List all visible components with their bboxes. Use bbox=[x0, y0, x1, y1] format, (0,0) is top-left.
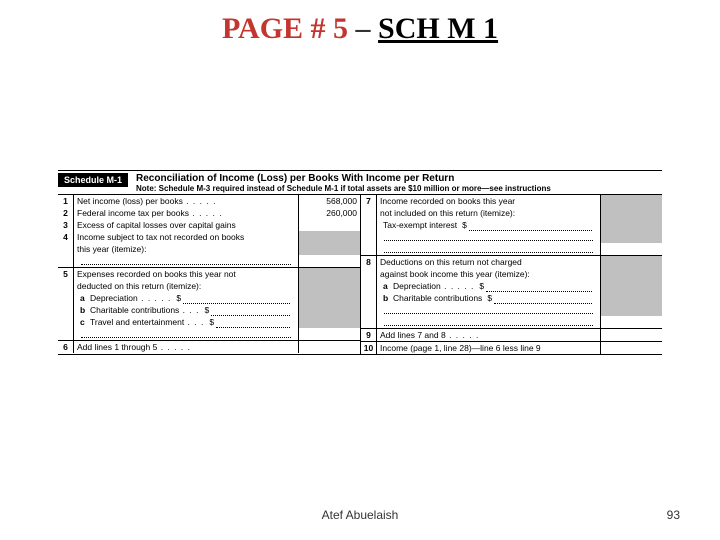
line-8b-num: b bbox=[383, 292, 393, 304]
line-5b-num: b bbox=[80, 304, 90, 316]
line-5a-num: a bbox=[80, 292, 90, 304]
line-8b-dollar: $ bbox=[485, 292, 494, 304]
line-1-label: Net income (loss) per books bbox=[77, 196, 216, 206]
line-4-label-a: Income subject to tax not recorded on bo… bbox=[74, 231, 298, 243]
title-left: PAGE # 5 bbox=[222, 12, 348, 45]
line-10-num: 10 bbox=[361, 342, 377, 354]
line-3-value bbox=[298, 219, 360, 231]
line-8b-label: Charitable contributions bbox=[393, 292, 485, 304]
line-7-label-b: not included on this return (itemize): bbox=[377, 207, 600, 219]
line-2-value: 260,000 bbox=[298, 207, 360, 219]
line-8-label-b: against book income this year (itemize): bbox=[377, 268, 600, 280]
line-7-itemize-blank-1 bbox=[384, 231, 593, 241]
line-5-value-blocked bbox=[298, 268, 360, 280]
line-4-num: 4 bbox=[58, 231, 74, 243]
line-7-value-blocked bbox=[600, 195, 662, 207]
schedule-header: Schedule M-1 Reconciliation of Income (L… bbox=[58, 170, 662, 194]
schedule-m1-form: Schedule M-1 Reconciliation of Income (L… bbox=[58, 170, 662, 355]
line-7-value bbox=[600, 243, 662, 255]
footer-page-number: 93 bbox=[667, 508, 680, 522]
line-8-value-blocked bbox=[600, 256, 662, 268]
line-8-num: 8 bbox=[361, 256, 377, 268]
line-8-value bbox=[600, 316, 662, 328]
line-3-num: 3 bbox=[58, 219, 74, 231]
line-4-value-blocked bbox=[298, 231, 360, 243]
line-5b-label: Charitable contributions bbox=[90, 304, 202, 316]
line-5a-label: Depreciation bbox=[90, 292, 174, 304]
line-8b-value bbox=[494, 292, 592, 304]
line-8a-num: a bbox=[383, 280, 393, 292]
line-1-value: 568,000 bbox=[298, 195, 360, 207]
schedule-badge: Schedule M-1 bbox=[58, 173, 128, 187]
line-7-itemize-blank-2 bbox=[384, 243, 593, 253]
title-dash: – bbox=[348, 12, 378, 45]
slide-title: PAGE # 5 – SCH M 1 bbox=[0, 0, 720, 46]
line-5-label-b: deducted on this return (itemize): bbox=[74, 280, 298, 292]
line-7-sub-value bbox=[469, 219, 592, 231]
line-5-value bbox=[298, 328, 360, 340]
line-2-label: Federal income tax per books bbox=[77, 208, 223, 218]
line-5-label-a: Expenses recorded on books this year not bbox=[74, 268, 298, 280]
line-5-itemize-blank bbox=[81, 328, 291, 338]
line-5-num: 5 bbox=[58, 268, 74, 280]
line-8-itemize-blank-1 bbox=[384, 304, 593, 314]
line-8a-label: Depreciation bbox=[393, 280, 477, 292]
line-4-itemize-blank bbox=[81, 255, 291, 265]
line-9-num: 9 bbox=[361, 329, 377, 341]
line-5c-label: Travel and entertainment bbox=[90, 316, 207, 328]
schedule-note: Note: Schedule M-3 required instead of S… bbox=[136, 184, 662, 193]
line-5a-value bbox=[183, 292, 290, 304]
line-5b-value bbox=[211, 304, 290, 316]
line-7-sub-dollar: $ bbox=[460, 219, 469, 231]
schedule-table: 1 Net income (loss) per books 568,000 2 … bbox=[58, 194, 662, 355]
line-5a-dollar: $ bbox=[174, 292, 183, 304]
line-5b-dollar: $ bbox=[202, 304, 211, 316]
line-5c-value bbox=[216, 316, 290, 328]
line-8a-value bbox=[486, 280, 592, 292]
line-8-label-a: Deductions on this return not charged bbox=[377, 256, 600, 268]
left-column: 1 Net income (loss) per books 568,000 2 … bbox=[58, 195, 360, 354]
schedule-heading: Reconciliation of Income (Loss) per Book… bbox=[136, 173, 662, 184]
footer-author: Atef Abuelaish bbox=[322, 508, 399, 522]
line-8a-dollar: $ bbox=[477, 280, 486, 292]
line-5c-dollar: $ bbox=[207, 316, 216, 328]
line-10-value bbox=[600, 342, 662, 354]
line-3-label: Excess of capital losses over capital ga… bbox=[77, 220, 236, 230]
line-8-itemize-blank-2 bbox=[384, 316, 593, 326]
line-6-value bbox=[298, 341, 360, 353]
line-6-label: Add lines 1 through 5 bbox=[77, 342, 191, 352]
line-1-num: 1 bbox=[58, 195, 74, 207]
line-9-value bbox=[600, 329, 662, 341]
line-7-sub-label: Tax-exempt interest bbox=[383, 219, 460, 231]
line-6-num: 6 bbox=[58, 341, 74, 353]
line-7-label-a: Income recorded on books this year bbox=[377, 195, 600, 207]
line-2-num: 2 bbox=[58, 207, 74, 219]
line-4-value bbox=[298, 255, 360, 267]
right-column: 7 Income recorded on books this year not… bbox=[360, 195, 662, 354]
line-4-label-b: this year (itemize): bbox=[74, 243, 298, 255]
title-right: SCH M 1 bbox=[378, 12, 498, 45]
line-7-num: 7 bbox=[361, 195, 377, 207]
line-10-label: Income (page 1, line 28)—line 6 less lin… bbox=[377, 342, 600, 354]
line-5c-num: c bbox=[80, 316, 90, 328]
line-9-label: Add lines 7 and 8 bbox=[380, 330, 479, 340]
